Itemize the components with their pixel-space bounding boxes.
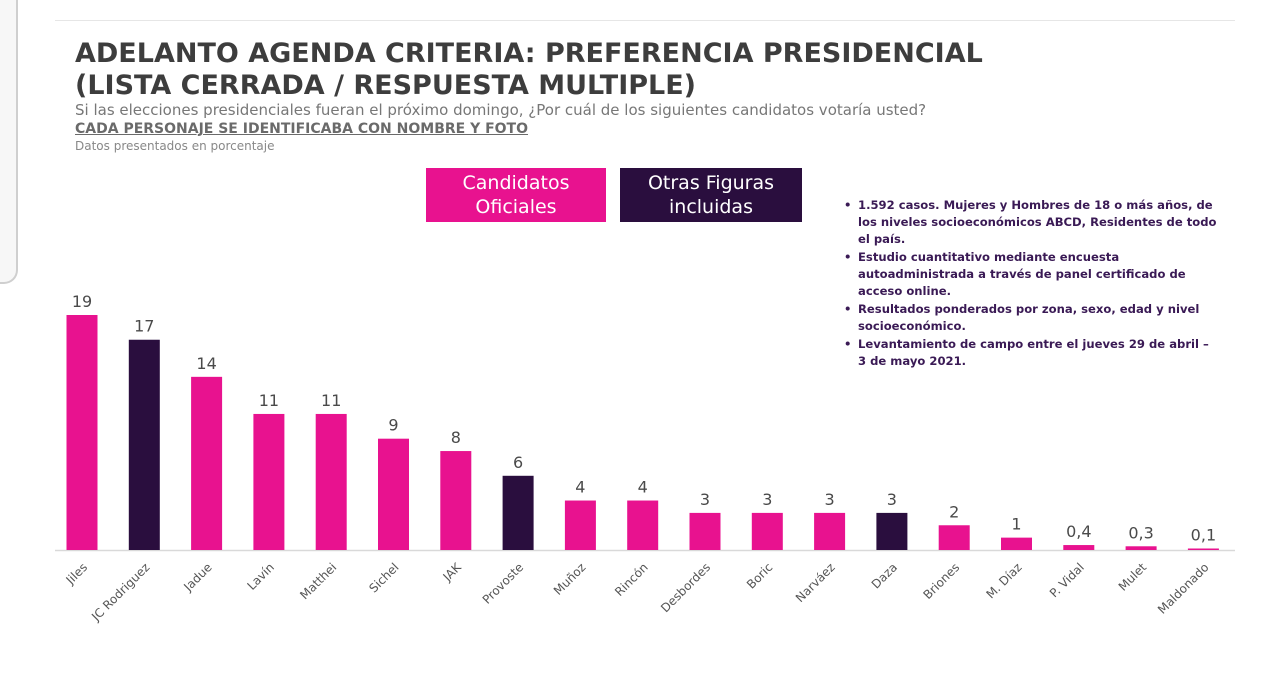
methodology-item: 1.592 casos. Mujeres y Hombres de 18 o m… — [842, 197, 1217, 248]
bar-value-label: 0,3 — [1128, 523, 1153, 542]
bar-value-label: 2 — [949, 502, 959, 521]
data-unit-note: Datos presentados en porcentaje — [75, 139, 275, 153]
bar-2 — [191, 376, 223, 550]
bar-value-label: 6 — [513, 453, 523, 472]
window-frame-edge — [0, 0, 18, 284]
bar-value-label: 1 — [1011, 515, 1021, 534]
bar-11 — [751, 512, 783, 550]
chart-title-line-2: (LISTA CERRADA / RESPUESTA MULTIPLE) — [75, 70, 697, 101]
bar-value-label: 11 — [259, 391, 279, 410]
bar-value-label: 3 — [762, 490, 772, 509]
bar-17 — [1125, 546, 1157, 550]
category-label: Narváez — [793, 560, 838, 605]
bar-value-label: 3 — [887, 490, 897, 509]
legend-candidatos-oficiales: Candidatos Oficiales — [426, 168, 606, 222]
legend-otras-label: Otras Figuras incluidas — [647, 172, 775, 218]
bar-value-label: 3 — [700, 490, 710, 509]
bar-value-label: 4 — [575, 478, 585, 497]
bar-value-label: 8 — [451, 428, 461, 447]
category-label: Provoste — [480, 560, 527, 607]
bar-7 — [502, 475, 534, 550]
methodology-item: Levantamiento de campo entre el jueves 2… — [842, 336, 1217, 370]
methodology-item: Resultados ponderados por zona, sexo, ed… — [842, 301, 1217, 335]
bar-value-label: 14 — [196, 354, 216, 373]
top-divider — [55, 20, 1235, 21]
bar-value-label: 0,1 — [1191, 526, 1216, 545]
legend-oficial-label: Candidatos Oficiales — [462, 172, 570, 218]
category-label: Mulet — [1116, 560, 1150, 594]
category-label: Matthei — [297, 560, 339, 602]
category-label: Rincón — [612, 560, 651, 599]
category-label: Daza — [869, 560, 900, 591]
bar-5 — [378, 438, 409, 550]
identification-note: CADA PERSONAJE SE IDENTIFICABA CON NOMBR… — [75, 121, 529, 137]
bar-14 — [938, 525, 970, 550]
methodology-notes: 1.592 casos. Mujeres y Hombres de 18 o m… — [842, 197, 1217, 371]
category-label: Sichel — [366, 560, 401, 595]
bar-10 — [689, 512, 721, 550]
chart-title-line-1: ADELANTO AGENDA CRITERIA: PREFERENCIA PR… — [75, 38, 983, 69]
bar-value-label: 0,4 — [1066, 522, 1091, 541]
bar-8 — [564, 500, 596, 550]
category-label: JAK — [440, 559, 465, 584]
bar-16 — [1063, 545, 1095, 550]
bar-4 — [315, 413, 347, 550]
bar-12 — [814, 512, 846, 550]
category-label: Desbordes — [658, 560, 713, 615]
chart-title: ADELANTO AGENDA CRITERIA: PREFERENCIA PR… — [75, 38, 1075, 102]
bar-13 — [876, 512, 908, 550]
category-label: Lavín — [244, 560, 277, 593]
bar-value-label: 17 — [134, 317, 154, 336]
category-label: Jadue — [180, 560, 214, 594]
bar-18 — [1187, 548, 1219, 550]
bar-15 — [1001, 537, 1032, 550]
category-label: Jiles — [63, 560, 90, 587]
category-label: Boric — [744, 560, 775, 591]
bar-1 — [128, 339, 160, 550]
bar-6 — [440, 451, 472, 550]
category-label: M. Díaz — [983, 560, 1024, 601]
bar-9 — [627, 500, 659, 550]
bar-value-label: 4 — [638, 478, 648, 497]
bar-value-label: 19 — [72, 292, 92, 311]
bar-0 — [66, 315, 98, 550]
chart-subtitle: Si las elecciones presidenciales fueran … — [75, 101, 927, 119]
legend-otras-figuras: Otras Figuras incluidas — [620, 168, 802, 222]
category-label: P. Vidal — [1047, 560, 1087, 600]
bar-value-label: 9 — [388, 416, 398, 435]
category-label: JC Rodriguez — [88, 560, 152, 624]
bar-value-label: 3 — [825, 490, 835, 509]
bar-3 — [253, 413, 285, 550]
category-label: Briones — [921, 560, 963, 602]
methodology-item: Estudio cuantitativo mediante encuesta a… — [842, 249, 1217, 300]
category-label: Muñoz — [551, 560, 589, 598]
bar-value-label: 11 — [321, 391, 341, 410]
category-label: Maldonado — [1155, 560, 1212, 617]
